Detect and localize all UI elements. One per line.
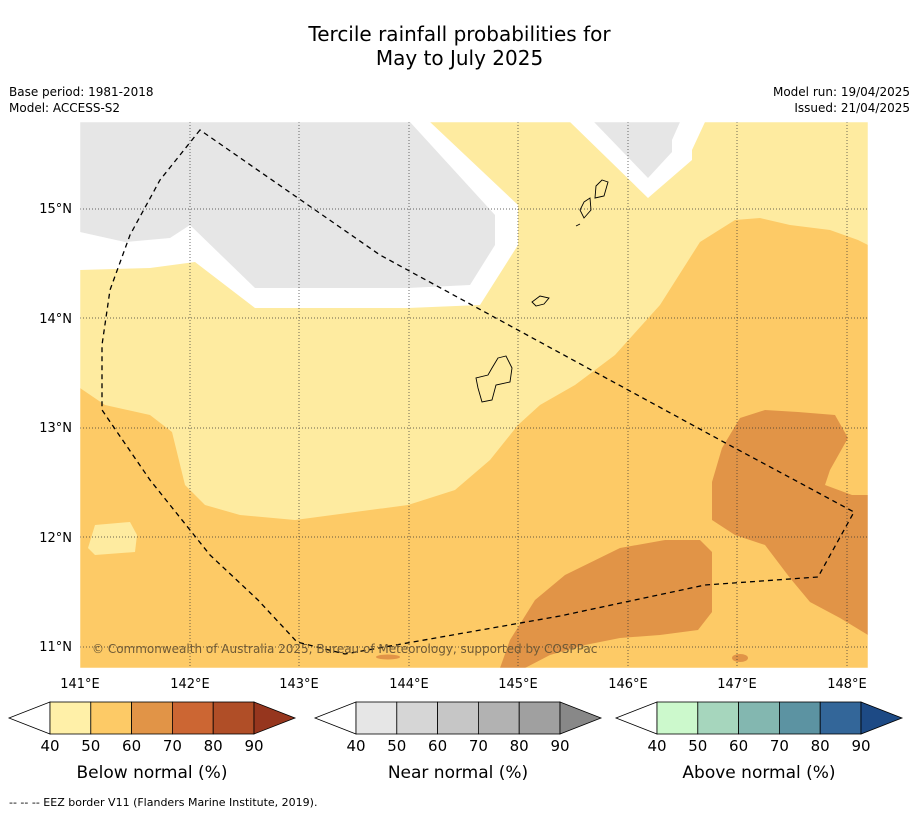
region-below-60-70-spot — [732, 654, 748, 662]
legend-near-normal: Near normal (%) 40 50 60 70 80 90 — [313, 701, 603, 783]
colorbar-swatch — [697, 701, 739, 735]
colorbar-swatch — [355, 701, 398, 735]
lat-label: 12°N — [39, 531, 72, 546]
title-line-1: Tercile rainfall probabilities for — [308, 22, 611, 46]
colorbar-arrow-high — [253, 701, 297, 735]
issued-date: Issued: 21/04/2025 — [794, 101, 910, 115]
region-below-40-50-west — [88, 522, 137, 555]
lat-label: 15°N — [39, 202, 72, 217]
colorbar-swatch — [738, 701, 780, 735]
map-area: © Commonwealth of Australia 2025, Bureau… — [80, 122, 868, 668]
lat-label: 11°N — [39, 640, 72, 655]
colorbar-arrow-high — [860, 701, 904, 735]
legend-title: Above normal (%) — [682, 763, 835, 783]
colorbar-swatch — [49, 701, 92, 735]
rota-island — [531, 295, 550, 307]
tinian-island — [579, 197, 592, 219]
colorbar-tick-label: 70 — [163, 737, 182, 755]
land-mask-northwest — [80, 122, 495, 288]
lon-label: 148°E — [827, 677, 867, 692]
colorbar-arrow-low — [7, 701, 51, 735]
colorbar-arrow-high — [559, 701, 603, 735]
lon-label: 147°E — [717, 677, 757, 692]
lon-label: 146°E — [608, 677, 648, 692]
colorbar-tick-label: 50 — [688, 737, 707, 755]
colorbar-tick-label: 60 — [729, 737, 748, 755]
colorbar-swatch — [819, 701, 862, 735]
model-name: Model: ACCESS-S2 — [9, 101, 121, 115]
colorbar-tick-label: 90 — [550, 737, 569, 755]
colorbar-tick-label: 80 — [811, 737, 830, 755]
lon-label: 144°E — [389, 677, 429, 692]
colorbar-swatch — [90, 701, 133, 735]
map-frame — [79, 121, 869, 669]
colorbar-swatch — [171, 701, 214, 735]
copyright-text: © Commonwealth of Australia 2025, Bureau… — [92, 642, 597, 656]
guam-island — [475, 355, 513, 403]
lon-label: 143°E — [279, 677, 319, 692]
colorbar-tick-label: 90 — [851, 737, 870, 755]
legend-title: Below normal (%) — [77, 763, 228, 783]
colorbar-swatch — [212, 701, 255, 735]
colorbar-tick-label: 70 — [469, 737, 488, 755]
colorbar-swatch — [396, 701, 438, 735]
colorbar-swatch — [518, 701, 561, 735]
colorbar-tick-label: 60 — [428, 737, 447, 755]
colorbar-tick-label: 40 — [40, 737, 59, 755]
colorbar-tick-label: 80 — [204, 737, 223, 755]
colorbar-tick-label: 40 — [346, 737, 365, 755]
region-below-60-70-east — [712, 410, 868, 635]
region-below-60-70-south — [500, 540, 712, 668]
map-title: Tercile rainfall probabilities for May t… — [0, 22, 919, 70]
colorbar-tick-label: 60 — [122, 737, 141, 755]
title-line-2: May to July 2025 — [375, 46, 544, 70]
graticule — [80, 122, 868, 668]
colorbar-swatch — [656, 701, 699, 735]
lon-label: 145°E — [498, 677, 538, 692]
colorbar-tick-label: 90 — [244, 737, 263, 755]
land-mask-north — [594, 122, 680, 178]
colorbar-tick-label: 80 — [510, 737, 529, 755]
island-outlines — [475, 179, 609, 403]
region-below-60-70-spot-2 — [376, 654, 400, 660]
lon-labels: 141°E 142°E 143°E 144°E 145°E 146°E 147°… — [60, 677, 867, 692]
lat-labels: 15°N 14°N 13°N 12°N 11°N — [39, 202, 72, 655]
legend-above-normal: Above normal (%) 40 50 60 70 80 90 — [614, 701, 904, 783]
colorbar-legends: Below normal (%) 40 50 60 70 80 90 Near norma… — [7, 701, 904, 783]
model-run: Model run: 19/04/2025 — [772, 85, 910, 99]
colorbar-swatch — [437, 701, 479, 735]
colorbar-tick-label: 50 — [81, 737, 100, 755]
meta-right: Model run: 19/04/2025 Issued: 21/04/2025 — [773, 84, 910, 116]
lat-label: 14°N — [39, 312, 72, 327]
colorbar-arrow-low — [313, 701, 357, 735]
colorbar-tick-label: 40 — [647, 737, 666, 755]
lon-label: 142°E — [170, 677, 210, 692]
base-period: Base period: 1981-2018 — [9, 85, 154, 99]
colorbar-swatch — [477, 701, 520, 735]
lat-label: 13°N — [39, 421, 72, 436]
saipan-island — [594, 179, 609, 199]
colorbar-tick-label: 70 — [770, 737, 789, 755]
map-figure: © Commonwealth of Australia 2025, Bureau… — [7, 121, 904, 783]
legend-below-normal: Below normal (%) 40 50 60 70 80 90 — [7, 701, 297, 783]
eez-border — [101, 129, 855, 655]
colorbar-arrow-low — [614, 701, 658, 735]
colorbar-tick-label: 50 — [387, 737, 406, 755]
colorbar-swatch — [131, 701, 173, 735]
footer-eez-note: -- -- -- EEZ border V11 (Flanders Marine… — [9, 796, 318, 809]
meta-left: Base period: 1981-2018 Model: ACCESS-S2 — [9, 84, 154, 116]
colorbar-swatch — [779, 701, 821, 735]
legend-title: Near normal (%) — [388, 763, 528, 783]
lon-label: 141°E — [60, 677, 100, 692]
aguijan-island — [575, 223, 581, 227]
